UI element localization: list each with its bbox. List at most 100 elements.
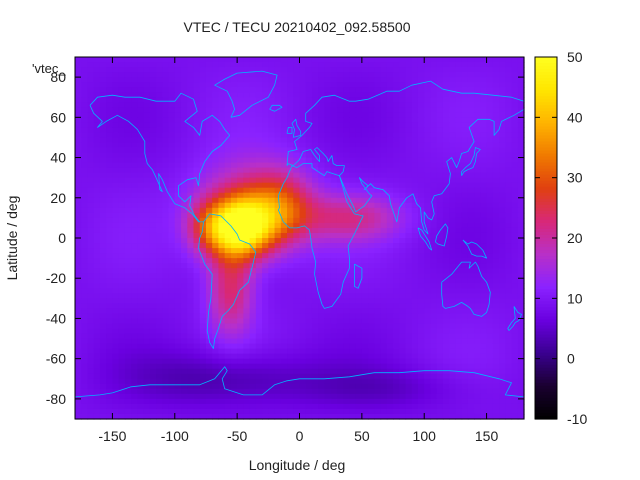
heatmap-cell [262, 353, 269, 360]
heatmap-cell [131, 303, 138, 309]
heatmap-cell [168, 167, 176, 174]
heatmap-cell [280, 102, 288, 108]
heatmap-cell [262, 323, 269, 330]
heatmap-cell [449, 92, 457, 98]
heatmap-cell [162, 348, 170, 355]
heatmap-cell [118, 373, 126, 380]
heatmap-cell [274, 273, 282, 279]
heatmap-cell [393, 132, 400, 139]
heatmap-cell [442, 162, 450, 169]
heatmap-cell [330, 248, 338, 254]
heatmap-cell [205, 343, 213, 350]
heatmap-cell [430, 97, 438, 103]
heatmap-cell [424, 373, 432, 380]
heatmap-cell [299, 192, 307, 199]
heatmap-cell [517, 303, 525, 309]
heatmap-cell [274, 137, 282, 144]
heatmap-cell [311, 388, 319, 395]
heatmap-cell [492, 348, 500, 355]
heatmap-cell [455, 283, 463, 289]
heatmap-cell [343, 238, 350, 244]
heatmap-cell [399, 378, 407, 385]
heatmap-cell [87, 263, 95, 269]
heatmap-cell [124, 157, 132, 164]
heatmap-cell [480, 338, 488, 345]
heatmap-cell [268, 122, 276, 128]
heatmap-cell [131, 152, 138, 159]
heatmap-cell [199, 157, 207, 164]
heatmap-cell [118, 378, 126, 385]
heatmap-cell [106, 217, 114, 224]
heatmap-cell [455, 202, 463, 209]
heatmap-cell [274, 97, 282, 103]
heatmap-cell [336, 308, 344, 315]
heatmap-cell [112, 258, 120, 264]
heatmap-cell [149, 157, 157, 164]
heatmap-cell [486, 328, 494, 335]
heatmap-cell [143, 102, 151, 108]
heatmap-cell [199, 197, 207, 204]
heatmap-cell [393, 298, 400, 304]
heatmap-cell [393, 378, 400, 385]
heatmap-cell [249, 122, 257, 128]
heatmap-cell [511, 62, 519, 68]
heatmap-cell [461, 398, 469, 405]
heatmap-cell [249, 97, 257, 103]
heatmap-cell [137, 62, 145, 68]
heatmap-cell [393, 192, 400, 199]
heatmap-cell [137, 227, 145, 234]
heatmap-cell [193, 238, 201, 244]
heatmap-cell [411, 308, 419, 315]
heatmap-cell [75, 343, 82, 350]
heatmap-cell [237, 278, 244, 284]
heatmap-cell [193, 243, 201, 249]
heatmap-cell [480, 238, 488, 244]
heatmap-cell [349, 393, 357, 400]
heatmap-cell [87, 373, 95, 380]
heatmap-cell [343, 127, 350, 134]
heatmap-cell [156, 147, 163, 154]
heatmap-cell [442, 343, 450, 350]
heatmap-cell [212, 182, 220, 189]
heatmap-cell [461, 303, 469, 309]
heatmap-cell [511, 303, 519, 309]
heatmap-cell [449, 393, 457, 400]
heatmap-cell [212, 147, 220, 154]
heatmap-cell [336, 328, 344, 335]
heatmap-cell [442, 207, 450, 214]
heatmap-cell [168, 303, 176, 309]
heatmap-cell [106, 318, 114, 325]
heatmap-cell [368, 288, 375, 294]
heatmap-cell [75, 333, 82, 340]
heatmap-cell [480, 343, 488, 350]
heatmap-cell [255, 67, 263, 73]
heatmap-cell [492, 117, 500, 123]
heatmap-cell [474, 137, 481, 144]
heatmap-cell [336, 238, 344, 244]
heatmap-cell [474, 288, 481, 294]
heatmap-cell [106, 172, 114, 179]
heatmap-cell [405, 117, 413, 123]
heatmap-cell [511, 248, 519, 254]
heatmap-cell [212, 152, 220, 159]
heatmap-cell [343, 92, 350, 98]
heatmap-cell [118, 182, 126, 189]
heatmap-cell [411, 348, 419, 355]
heatmap-cell [205, 243, 213, 249]
heatmap-cell [205, 92, 213, 98]
heatmap-cell [181, 368, 188, 375]
heatmap-cell [112, 197, 120, 204]
heatmap-cell [492, 378, 500, 385]
heatmap-cell [299, 243, 307, 249]
heatmap-cell [318, 348, 326, 355]
heatmap-cell [112, 353, 120, 360]
heatmap-cell [405, 92, 413, 98]
heatmap-cell [81, 353, 89, 360]
heatmap-cell [156, 348, 163, 355]
heatmap-cell [212, 162, 220, 169]
heatmap-cell [162, 217, 170, 224]
heatmap-cell [405, 243, 413, 249]
heatmap-cell [299, 132, 307, 139]
heatmap-cell [311, 182, 319, 189]
heatmap-cell [75, 112, 82, 118]
